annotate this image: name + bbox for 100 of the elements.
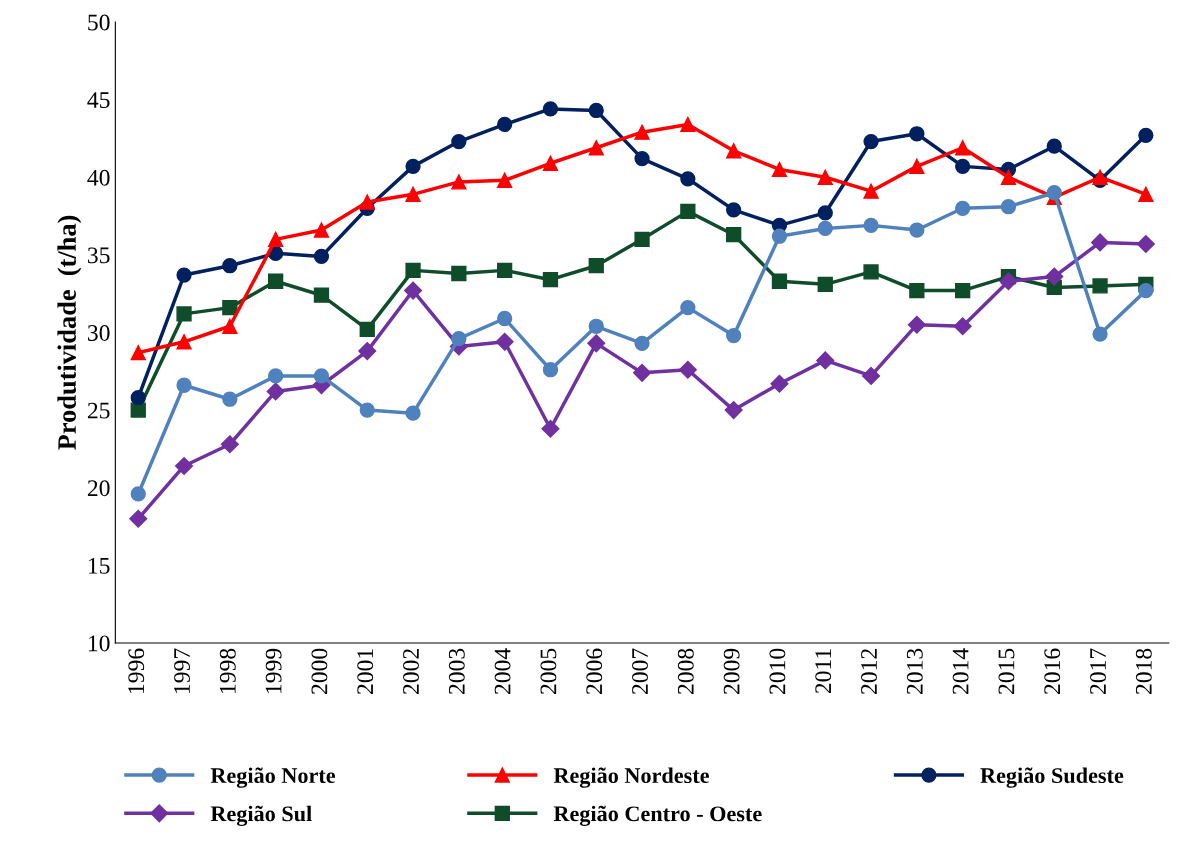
y-tick-label: 35 (88, 247, 110, 264)
point (909, 282, 925, 299)
point (1138, 186, 1154, 202)
point (770, 374, 789, 393)
x-tick-label: 1996 (128, 648, 145, 693)
point (817, 276, 833, 292)
y-tick-label: 30 (88, 324, 110, 341)
point (266, 382, 285, 401)
x-tick-label: 2012 (861, 649, 877, 695)
point (634, 231, 650, 247)
point (405, 262, 421, 279)
point (542, 362, 559, 378)
point (909, 158, 925, 175)
y-tick-label: 25 (87, 402, 110, 419)
point (497, 172, 513, 188)
x-tick-label: 2002 (403, 649, 419, 695)
point (222, 318, 238, 334)
point (680, 171, 696, 187)
x-tick-label: 1997 (174, 648, 190, 693)
x-tick-label: 2008 (677, 648, 694, 695)
point (817, 205, 833, 221)
legend-label: Região Norte (210, 767, 336, 788)
point (130, 486, 146, 502)
point (955, 140, 971, 156)
point (771, 228, 788, 244)
point (1138, 127, 1154, 143)
point (313, 287, 330, 303)
point (817, 220, 833, 237)
point (404, 281, 423, 300)
point (451, 265, 467, 282)
legend-label: Região Sul (210, 805, 312, 826)
x-tick-label: 2014 (952, 648, 969, 695)
point (451, 133, 467, 150)
point (999, 272, 1018, 291)
point (588, 102, 604, 119)
point (953, 317, 972, 336)
point (1045, 267, 1064, 286)
point (541, 419, 560, 438)
point (268, 273, 284, 289)
x-tick-label: 1999 (265, 648, 282, 693)
y-tick-label: 20 (87, 480, 110, 497)
point (955, 200, 971, 216)
point (542, 155, 559, 171)
point (542, 101, 559, 117)
x-tick-label: 2000 (311, 648, 328, 695)
point (176, 306, 192, 322)
point (588, 318, 604, 334)
x-tick-label: 2010 (769, 648, 786, 695)
point (1092, 326, 1108, 342)
point (495, 332, 514, 351)
point (816, 351, 835, 370)
point (451, 174, 467, 190)
point (130, 402, 146, 418)
point (268, 368, 284, 384)
point (175, 456, 194, 476)
point (176, 267, 192, 283)
point (1138, 282, 1154, 299)
point (1091, 233, 1110, 252)
point (176, 377, 192, 393)
point (907, 315, 926, 334)
y-tick-label: 50 (88, 14, 110, 31)
point (817, 169, 833, 185)
point (129, 509, 148, 528)
x-tick-label: 2001 (357, 649, 374, 695)
legend-label: Região Sudeste (980, 767, 1124, 788)
x-tick-label: 2013 (906, 648, 923, 695)
point (1000, 169, 1017, 185)
point (497, 262, 513, 279)
y-tick-label: 40 (87, 169, 110, 186)
point (542, 272, 559, 288)
point (680, 299, 696, 316)
point (359, 402, 375, 418)
point (955, 158, 971, 175)
x-tick-label: 2011 (815, 649, 832, 694)
legend-label: Região Nordeste (553, 767, 709, 788)
x-tick-label: 1998 (219, 648, 236, 693)
point (130, 345, 146, 361)
x-tick-label: 2006 (586, 648, 603, 695)
point (680, 116, 696, 133)
point (680, 203, 696, 220)
point (771, 273, 788, 289)
point (863, 264, 879, 280)
point (863, 133, 879, 150)
point (405, 186, 421, 202)
point (222, 258, 238, 274)
point (863, 217, 879, 234)
point (771, 161, 788, 178)
point (176, 334, 192, 350)
point (634, 124, 650, 140)
point (633, 363, 652, 382)
point (1136, 234, 1155, 254)
point (1046, 138, 1062, 154)
point (130, 390, 146, 406)
point (405, 158, 421, 175)
x-tick-label: 2004 (494, 648, 511, 695)
point (451, 331, 467, 347)
point (313, 248, 330, 265)
x-tick-label: 2009 (723, 648, 740, 695)
point (726, 327, 742, 344)
point (359, 321, 375, 338)
